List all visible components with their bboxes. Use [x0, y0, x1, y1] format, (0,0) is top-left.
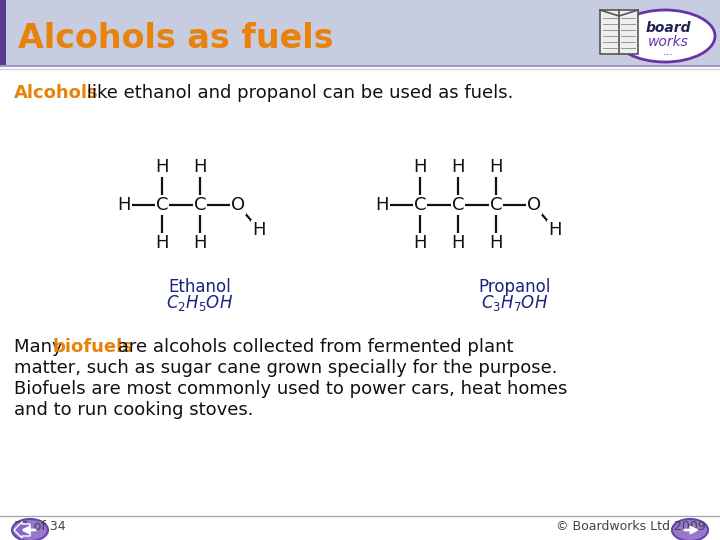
- Text: Alcohols: Alcohols: [14, 84, 99, 102]
- Text: H: H: [490, 158, 503, 176]
- Text: H: H: [413, 158, 427, 176]
- Bar: [0, 0, 720, 65]
- Text: C: C: [194, 196, 206, 214]
- Text: Biofuels are most commonly used to power cars, heat homes: Biofuels are most commonly used to power…: [14, 380, 567, 398]
- Ellipse shape: [12, 519, 48, 540]
- Text: matter, such as sugar cane grown specially for the purpose.: matter, such as sugar cane grown special…: [14, 359, 557, 377]
- Text: $C_3H_7OH$: $C_3H_7OH$: [482, 293, 549, 313]
- Text: © Boardworks Ltd 2009: © Boardworks Ltd 2009: [557, 521, 706, 534]
- Bar: [600, 10, 638, 54]
- Text: C: C: [490, 196, 503, 214]
- Text: board: board: [645, 21, 690, 35]
- Text: H: H: [451, 158, 464, 176]
- Ellipse shape: [615, 10, 715, 62]
- Text: H: H: [156, 234, 168, 252]
- Text: works: works: [647, 35, 688, 49]
- Text: H: H: [548, 221, 562, 239]
- Text: biofuels: biofuels: [52, 338, 133, 356]
- Text: are alcohols collected from fermented plant: are alcohols collected from fermented pl…: [112, 338, 513, 356]
- Text: ...: ...: [662, 47, 673, 57]
- Text: C: C: [451, 196, 464, 214]
- Text: H: H: [490, 234, 503, 252]
- FancyArrow shape: [14, 522, 30, 538]
- Text: and to run cooking stoves.: and to run cooking stoves.: [14, 401, 253, 419]
- Text: Many: Many: [14, 338, 68, 356]
- Text: H: H: [117, 196, 131, 214]
- Text: O: O: [231, 196, 245, 214]
- Text: H: H: [413, 234, 427, 252]
- Text: Alcohols as fuels: Alcohols as fuels: [18, 22, 333, 55]
- Text: H: H: [156, 158, 168, 176]
- Text: C: C: [156, 196, 168, 214]
- Text: H: H: [193, 234, 207, 252]
- Text: O: O: [527, 196, 541, 214]
- Text: H: H: [451, 234, 464, 252]
- Text: H: H: [375, 196, 389, 214]
- Text: $C_2H_5OH$: $C_2H_5OH$: [166, 293, 233, 313]
- Text: 21 of 34: 21 of 34: [14, 521, 66, 534]
- Ellipse shape: [672, 519, 708, 540]
- Text: like ethanol and propanol can be used as fuels.: like ethanol and propanol can be used as…: [81, 84, 513, 102]
- Text: H: H: [193, 158, 207, 176]
- Text: H: H: [252, 221, 266, 239]
- Text: C: C: [414, 196, 426, 214]
- Text: Propanol: Propanol: [479, 278, 552, 296]
- Bar: [0, 0, 6, 65]
- Text: Ethanol: Ethanol: [168, 278, 231, 296]
